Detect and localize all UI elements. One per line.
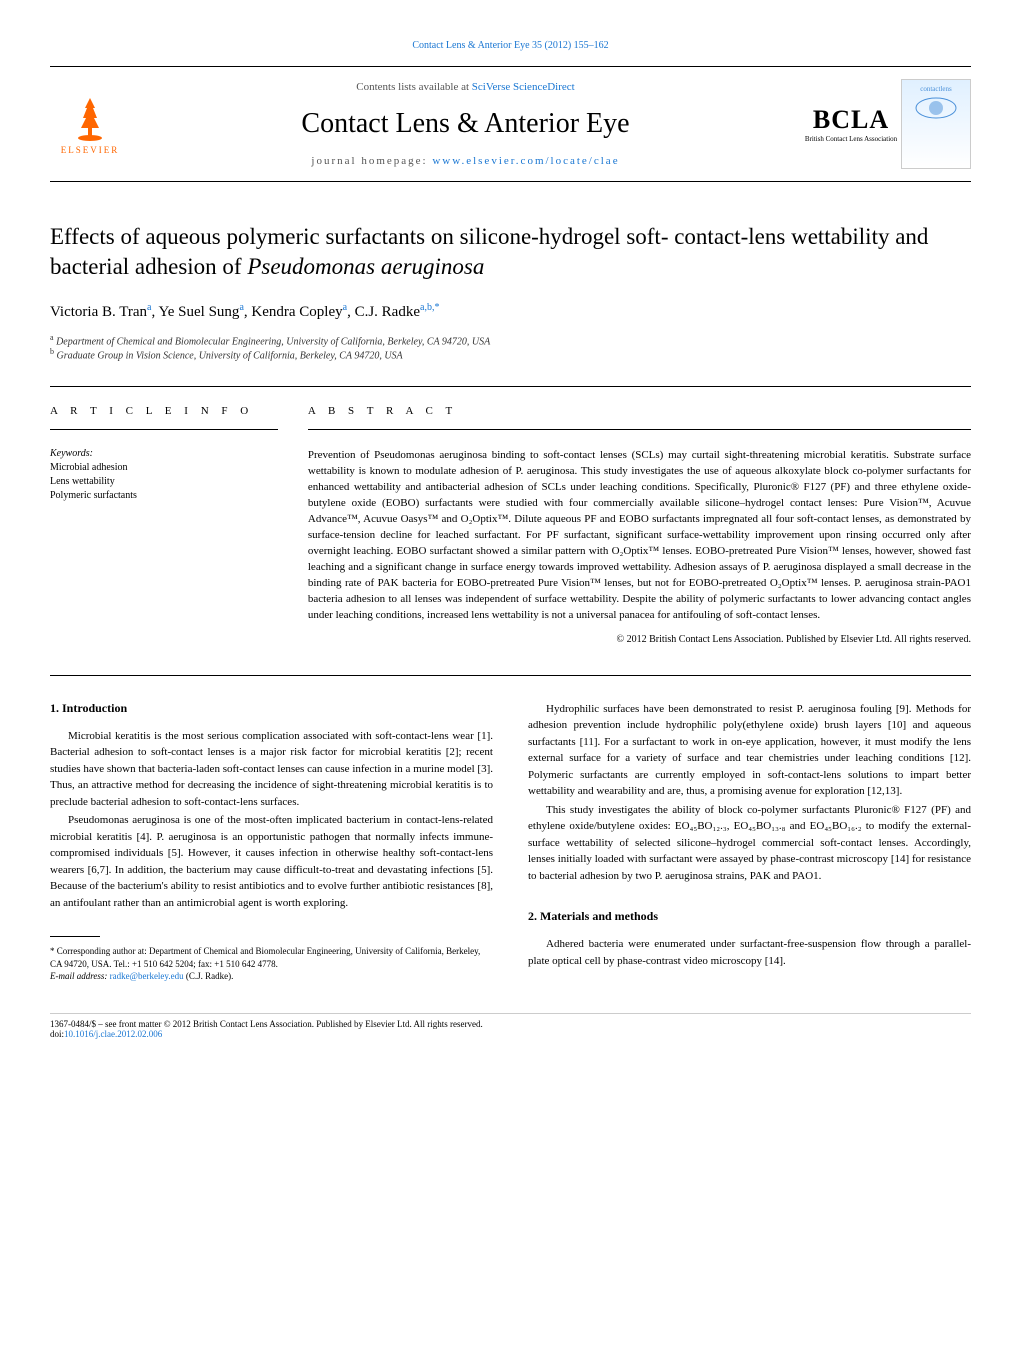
info-abstract-section: A R T I C L E I N F O Keywords: Microbia… xyxy=(50,386,971,644)
methods-heading: 2. Materials and methods xyxy=(528,909,971,924)
journal-homepage: journal homepage: www.elsevier.com/locat… xyxy=(130,155,801,167)
article-info-panel: A R T I C L E I N F O Keywords: Microbia… xyxy=(50,405,308,644)
author-3-sup: a xyxy=(343,302,347,313)
homepage-label: journal homepage: xyxy=(311,155,432,167)
abstract-text: Prevention of Pseudomonas aeruginosa bin… xyxy=(308,448,971,623)
bcla-subtext: British Contact Lens Association xyxy=(805,135,897,143)
left-column: 1. Introduction Microbial keratitis is t… xyxy=(50,701,493,983)
author-3: Kendra Copley xyxy=(251,304,342,320)
email-label: E-mail address: xyxy=(50,971,110,981)
author-2: Ye Suel Sung xyxy=(158,304,239,320)
doi-label: doi: xyxy=(50,1029,64,1039)
elsevier-tree-icon xyxy=(65,93,115,143)
intro-p3: Hydrophilic surfaces have been demonstra… xyxy=(528,701,971,800)
cover-eye-icon xyxy=(911,93,961,123)
affiliation-b: b Graduate Group in Vision Science, Univ… xyxy=(50,347,971,361)
article-title: Effects of aqueous polymeric surfactants… xyxy=(50,222,971,282)
intro-p1: Microbial keratitis is the most serious … xyxy=(50,728,493,811)
elsevier-logo[interactable]: ELSEVIER xyxy=(50,84,130,164)
author-4: C.J. Radke xyxy=(355,304,420,320)
journal-header-center: Contents lists available at SciVerse Sci… xyxy=(130,81,801,167)
intro-p2: Pseudomonas aeruginosa is one of the mos… xyxy=(50,812,493,911)
author-1: Victoria B. Tran xyxy=(50,304,147,320)
keyword-2: Lens wettability xyxy=(50,475,278,489)
author-4-sup: a,b,* xyxy=(420,302,439,313)
affiliation-a: a Department of Chemical and Biomolecula… xyxy=(50,333,971,347)
methods-p1: Adhered bacteria were enumerated under s… xyxy=(528,936,971,969)
contents-available-line: Contents lists available at SciVerse Sci… xyxy=(130,81,801,93)
email-link[interactable]: radke@berkeley.edu xyxy=(110,971,184,981)
journal-cover-thumbnail[interactable]: contactlens xyxy=(901,79,971,169)
bcla-logo: BCLA British Contact Lens Association xyxy=(801,89,901,159)
corresponding-author-footnote: * Corresponding author at: Department of… xyxy=(50,945,493,970)
header-citation: Contact Lens & Anterior Eye 35 (2012) 15… xyxy=(50,40,971,51)
body-two-column: 1. Introduction Microbial keratitis is t… xyxy=(50,675,971,983)
author-1-sup: a xyxy=(147,302,151,313)
elsevier-text: ELSEVIER xyxy=(61,145,120,155)
abstract-copyright: © 2012 British Contact Lens Association.… xyxy=(308,634,971,645)
abstract-panel: A B S T R A C T Prevention of Pseudomona… xyxy=(308,405,971,644)
keywords-label: Keywords: xyxy=(50,448,278,459)
footer-copyright-text: 1367-0484/$ – see front matter © 2012 Br… xyxy=(50,1019,971,1029)
doi-link[interactable]: 10.1016/j.clae.2012.02.006 xyxy=(64,1029,162,1039)
keyword-1: Microbial adhesion xyxy=(50,461,278,475)
journal-header: ELSEVIER Contents lists available at Sci… xyxy=(50,66,971,182)
authors-list: Victoria B. Trana, Ye Suel Sunga, Kendra… xyxy=(50,302,971,321)
bcla-text: BCLA xyxy=(813,105,889,135)
footer-doi: doi:10.1016/j.clae.2012.02.006 xyxy=(50,1029,971,1039)
title-main: Effects of aqueous polymeric surfactants… xyxy=(50,224,928,279)
introduction-heading: 1. Introduction xyxy=(50,701,493,716)
email-name: (C.J. Radke). xyxy=(184,971,234,981)
contents-label: Contents lists available at xyxy=(356,81,471,93)
cover-text: contactlens xyxy=(920,85,952,93)
article-info-header: A R T I C L E I N F O xyxy=(50,405,278,430)
sciencedirect-link[interactable]: SciVerse ScienceDirect xyxy=(472,81,575,93)
author-2-sup: a xyxy=(239,302,243,313)
email-footnote: E-mail address: radke@berkeley.edu (C.J.… xyxy=(50,970,493,983)
intro-p4: This study investigates the ability of b… xyxy=(528,802,971,885)
homepage-link[interactable]: www.elsevier.com/locate/clae xyxy=(432,155,619,167)
journal-name: Contact Lens & Anterior Eye xyxy=(130,108,801,140)
title-species: Pseudomonas aeruginosa xyxy=(247,254,484,279)
affiliations: a Department of Chemical and Biomolecula… xyxy=(50,333,971,362)
abstract-header: A B S T R A C T xyxy=(308,405,971,430)
keyword-3: Polymeric surfactants xyxy=(50,489,278,503)
footer-copyright: 1367-0484/$ – see front matter © 2012 Br… xyxy=(50,1013,971,1039)
footnote-separator xyxy=(50,936,100,937)
right-column: Hydrophilic surfaces have been demonstra… xyxy=(528,701,971,983)
